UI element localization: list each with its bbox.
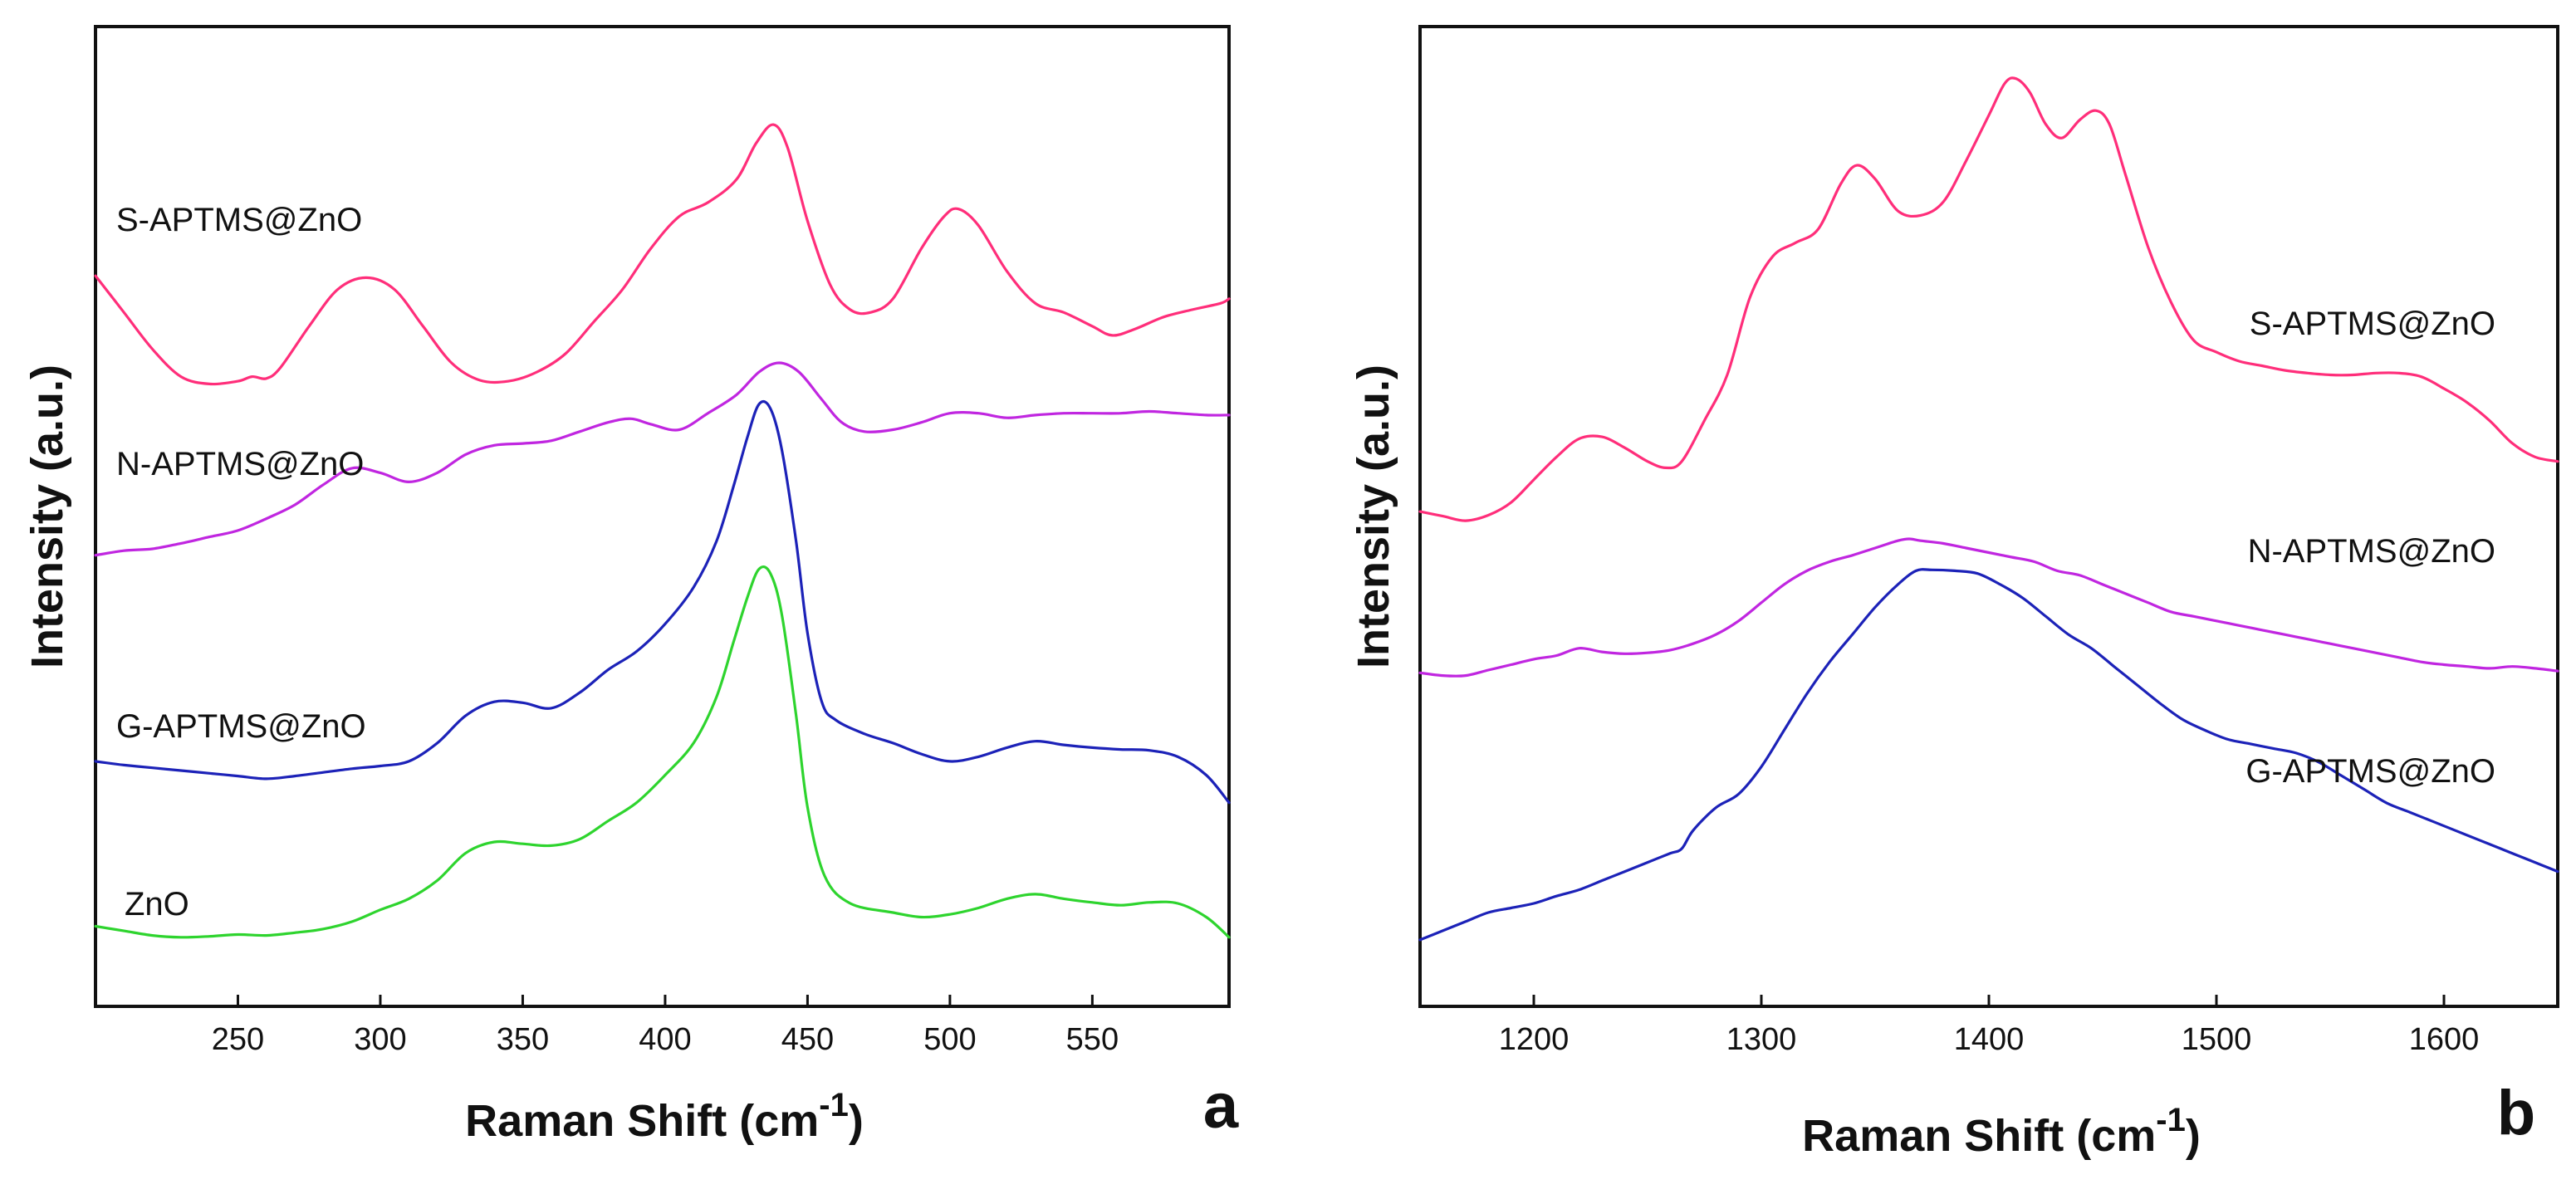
panel-a-series-g-aptms-zno-line: [94, 399, 1231, 805]
panel-a-x-axis-title-sup: -1: [819, 1087, 849, 1123]
panel-b: 1200 1300 1400 1500 1600 S-APTMS@ZnO N-APTMS@…: [1349, 25, 2559, 1161]
panel-a-label-g-aptms-zno: G-APTMS@ZnO: [116, 708, 366, 745]
panel-b-y-axis-title: Intensity (a.u.): [1349, 365, 1398, 668]
panel-a-x-tick-label-5: 500: [923, 1022, 976, 1057]
panel-a-series-labels: S-APTMS@ZnO N-APTMS@ZnO G-APTMS@ZnO ZnO: [116, 202, 366, 922]
panel-a-label-s-aptms-zno: S-APTMS@ZnO: [116, 202, 362, 238]
panel-a-series-s-aptms-zno-line: [94, 123, 1231, 386]
panel-b-x-axis-title-sup: -1: [2156, 1102, 2186, 1138]
panel-b-series-n-aptms-zno-line: [1418, 537, 2559, 678]
panel-a-x-tick-label-0: 250: [212, 1022, 264, 1057]
panel-a-x-tick-label-3: 400: [639, 1022, 691, 1057]
panel-a-x-tick-label-1: 300: [354, 1022, 406, 1057]
panel-b-x-ticks: 1200 1300 1400 1500 1600: [1499, 995, 2480, 1057]
panel-a-x-tick-label-4: 450: [781, 1022, 834, 1057]
panel-a-x-tick-label-6: 550: [1066, 1022, 1119, 1057]
panel-a-letter: a: [1203, 1071, 1239, 1142]
panel-a-y-axis-title: Intensity (a.u.): [22, 365, 72, 668]
panel-a: 250 300 350 400 450 500 550 S-APTMS@ZnO N-APTMS…: [22, 25, 1239, 1146]
panel-b-letter: b: [2497, 1078, 2535, 1148]
panel-b-x-tick-label-0: 1200: [1499, 1022, 1570, 1057]
panel-b-x-tick-label-2: 1400: [1954, 1022, 2025, 1057]
panel-b-x-axis-title-close: ): [2186, 1111, 2201, 1161]
panel-b-series-s-aptms-zno-line: [1418, 76, 2559, 522]
panel-b-x-axis-title-main: Raman Shift (cm: [1802, 1111, 2156, 1161]
panel-b-x-axis-title: Raman Shift (cm-1): [1802, 1102, 2201, 1161]
panel-b-x-tick-label-4: 1600: [2409, 1022, 2480, 1057]
panel-b-x-tick-label-1: 1300: [1726, 1022, 1797, 1057]
panel-b-series-labels: S-APTMS@ZnO N-APTMS@ZnO G-APTMS@ZnO: [2245, 306, 2495, 790]
panel-a-label-zno: ZnO: [125, 886, 189, 922]
panel-b-label-s-aptms-zno: S-APTMS@ZnO: [2250, 306, 2495, 342]
panel-a-x-axis-title-close: ): [849, 1096, 864, 1146]
panel-a-x-axis-title-main: Raman Shift (cm: [465, 1096, 819, 1146]
panel-a-curves: [94, 123, 1231, 939]
panel-b-curves: [1418, 76, 2559, 942]
panel-b-series-g-aptms-zno-line: [1418, 568, 2559, 942]
panel-a-series-n-aptms-zno-line: [94, 361, 1231, 557]
panel-a-x-ticks: 250 300 350 400 450 500 550: [212, 995, 1119, 1057]
panel-a-x-tick-label-2: 350: [497, 1022, 549, 1057]
panel-a-x-axis-title: Raman Shift (cm-1): [465, 1087, 864, 1146]
panel-b-label-g-aptms-zno: G-APTMS@ZnO: [2245, 753, 2495, 790]
panel-a-label-n-aptms-zno: N-APTMS@ZnO: [116, 446, 364, 482]
panel-a-frame: [94, 25, 1231, 1008]
panel-b-x-tick-label-3: 1500: [2182, 1022, 2252, 1057]
panel-a-series-zno-line: [94, 565, 1231, 939]
panel-b-label-n-aptms-zno: N-APTMS@ZnO: [2248, 533, 2495, 570]
